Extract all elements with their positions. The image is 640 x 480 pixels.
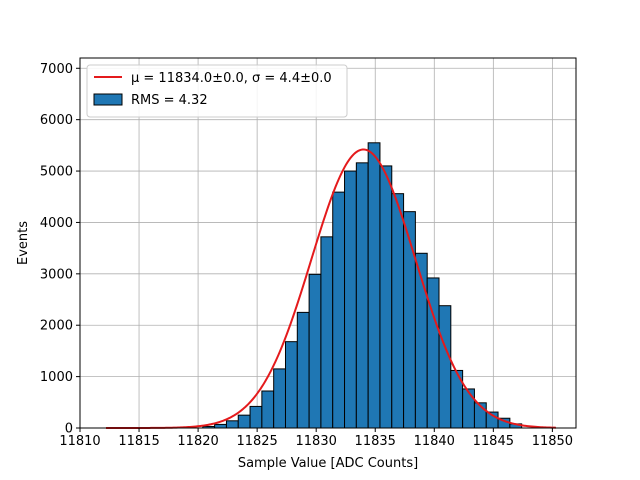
histogram-bars (202, 142, 523, 429)
plot-frame (79, 57, 577, 429)
x-tick-label: 11825 (236, 434, 277, 449)
histogram-bar (261, 390, 275, 429)
x-axis-label: Sample Value [ADC Counts] (238, 456, 418, 471)
histogram-bar (391, 193, 405, 429)
histogram-bar (214, 423, 227, 429)
y-tick-label: 0 (65, 422, 73, 437)
histogram-bar (273, 368, 286, 429)
y-tick-label: 4000 (40, 216, 73, 231)
x-tick-label: 11840 (414, 434, 455, 449)
x-tick-label: 11815 (118, 434, 159, 449)
legend-hist-label: RMS = 4.32 (131, 93, 208, 108)
histogram-bar (225, 420, 239, 429)
x-tick-label: 11820 (177, 434, 218, 449)
histogram-bar (355, 162, 369, 429)
y-axis-ticks: 0 1000 2000 3000 4000 5000 6000 7000 (40, 62, 80, 437)
histogram-bar (332, 191, 346, 429)
histogram-bar (284, 341, 298, 429)
histogram-bar (344, 170, 357, 429)
fit-curve-group (105, 148, 556, 429)
y-tick-label: 1000 (40, 370, 73, 385)
histogram-bar (308, 273, 322, 429)
y-tick-label: 5000 (40, 165, 73, 180)
y-tick-label: 3000 (40, 267, 73, 282)
legend-hist-swatch (93, 93, 123, 106)
x-tick-label: 11850 (532, 434, 573, 449)
y-tick-label: 2000 (40, 319, 73, 334)
x-tick-label: 11830 (296, 434, 337, 449)
histogram-bar (462, 388, 475, 429)
fit-curve (105, 148, 556, 429)
histogram-bar (296, 311, 310, 429)
legend-fit-label: μ = 11834.0±0.0, σ = 4.4±0.0 (131, 71, 332, 86)
histogram-bar (237, 414, 251, 429)
histogram-bar (367, 142, 381, 429)
x-axis-ticks: 11810 11815 11820 11825 11830 11835 11840 11845… (59, 428, 573, 449)
legend-box (86, 64, 348, 118)
histogram-bar (249, 405, 263, 429)
x-tick-label: 11810 (59, 434, 100, 449)
legend: μ = 11834.0±0.0, σ = 4.4±0.0 RMS = 4.32 (86, 64, 348, 118)
histogram-bar (438, 305, 452, 429)
histogram-bar (403, 211, 416, 429)
x-tick-label: 11835 (355, 434, 396, 449)
y-axis-label: Events (16, 221, 31, 265)
y-tick-label: 6000 (40, 113, 73, 128)
x-tick-label: 11845 (473, 434, 514, 449)
y-tick-label: 7000 (40, 62, 73, 77)
histogram-bar (379, 165, 393, 429)
histogram-bar (320, 236, 334, 429)
